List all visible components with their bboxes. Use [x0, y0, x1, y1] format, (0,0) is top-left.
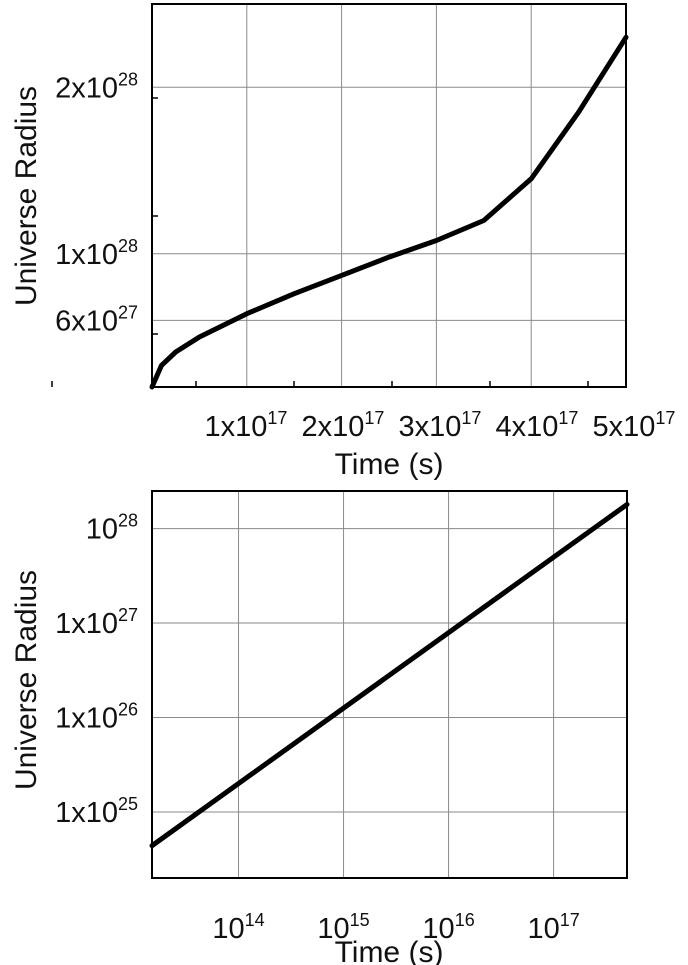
- tick-exponent: 17: [364, 408, 384, 428]
- chart0-y-tick-label: 1x1028: [55, 236, 138, 271]
- chart1-series-0-line: [149, 502, 630, 849]
- chart0-x-tick-label: 2x1017: [302, 408, 385, 443]
- chart1-x-tick-label: 1016: [422, 910, 474, 945]
- chart0-series-0-line: [149, 34, 629, 390]
- tick-mantissa: 1x10: [55, 703, 118, 735]
- tick-exponent: 28: [118, 511, 138, 531]
- chart1-plot-frame: [151, 490, 628, 879]
- chart-linear: [51, 3, 629, 390]
- tick-mantissa: 2x10: [55, 72, 118, 104]
- chart0-x-tick-label: 5x1017: [593, 408, 676, 443]
- tick-exponent: 28: [118, 236, 138, 256]
- chart0-y-axis-title: Universe Radius: [10, 86, 43, 306]
- chart0-x-tick-label: 3x1017: [399, 408, 482, 443]
- chart1-x-tick-label: 1015: [317, 910, 369, 945]
- tick-exponent: 27: [118, 605, 138, 625]
- tick-mantissa: 10: [86, 514, 118, 546]
- chart0-y-tick-label: 2x1028: [55, 69, 138, 104]
- tick-exponent: 17: [560, 910, 580, 930]
- tick-mantissa: 1x10: [55, 608, 118, 640]
- chart-log-log: [149, 490, 630, 879]
- tick-mantissa: 1x10: [55, 239, 118, 271]
- tick-mantissa: 2x10: [302, 411, 365, 443]
- chart0-y-tick-label: 6x1027: [55, 302, 138, 337]
- chart0-plot-frame: [151, 3, 627, 388]
- tick-exponent: 17: [267, 408, 287, 428]
- tick-exponent: 25: [118, 794, 138, 814]
- chart1-x-tick-label: 1014: [212, 910, 264, 945]
- tick-mantissa: 1x10: [205, 411, 268, 443]
- chart1-y-tick-label: 1028: [86, 511, 138, 546]
- chart1-y-axis-title: Universe Radius: [10, 570, 43, 790]
- tick-exponent: 15: [350, 910, 370, 930]
- chart1-x-tick-label: 1017: [527, 910, 579, 945]
- tick-mantissa: 4x10: [496, 411, 559, 443]
- tick-exponent: 28: [118, 69, 138, 89]
- tick-exponent: 17: [461, 408, 481, 428]
- tick-mantissa: 3x10: [399, 411, 462, 443]
- tick-exponent: 17: [655, 408, 675, 428]
- chart0-x-tick-label: 4x1017: [496, 408, 579, 443]
- tick-exponent: 16: [455, 910, 475, 930]
- chart0-x-tick-label: 1x1017: [205, 408, 288, 443]
- tick-mantissa: 6x10: [55, 305, 118, 337]
- tick-exponent: 14: [245, 910, 265, 930]
- tick-exponent: 26: [118, 700, 138, 720]
- tick-exponent: 27: [118, 302, 138, 322]
- tick-mantissa: 5x10: [593, 411, 656, 443]
- tick-mantissa: 10: [527, 913, 559, 945]
- chart0-x-axis-title: Time (s): [335, 448, 444, 481]
- chart1-y-tick-label: 1x1025: [55, 794, 138, 829]
- tick-mantissa: 10: [212, 913, 244, 945]
- tick-exponent: 17: [558, 408, 578, 428]
- chart1-x-axis-title: Time (s): [335, 936, 444, 965]
- tick-mantissa: 10: [317, 913, 349, 945]
- tick-mantissa: 10: [422, 913, 454, 945]
- chart1-y-tick-label: 1x1026: [55, 700, 138, 735]
- tick-mantissa: 1x10: [55, 797, 118, 829]
- chart1-y-tick-label: 1x1027: [55, 605, 138, 640]
